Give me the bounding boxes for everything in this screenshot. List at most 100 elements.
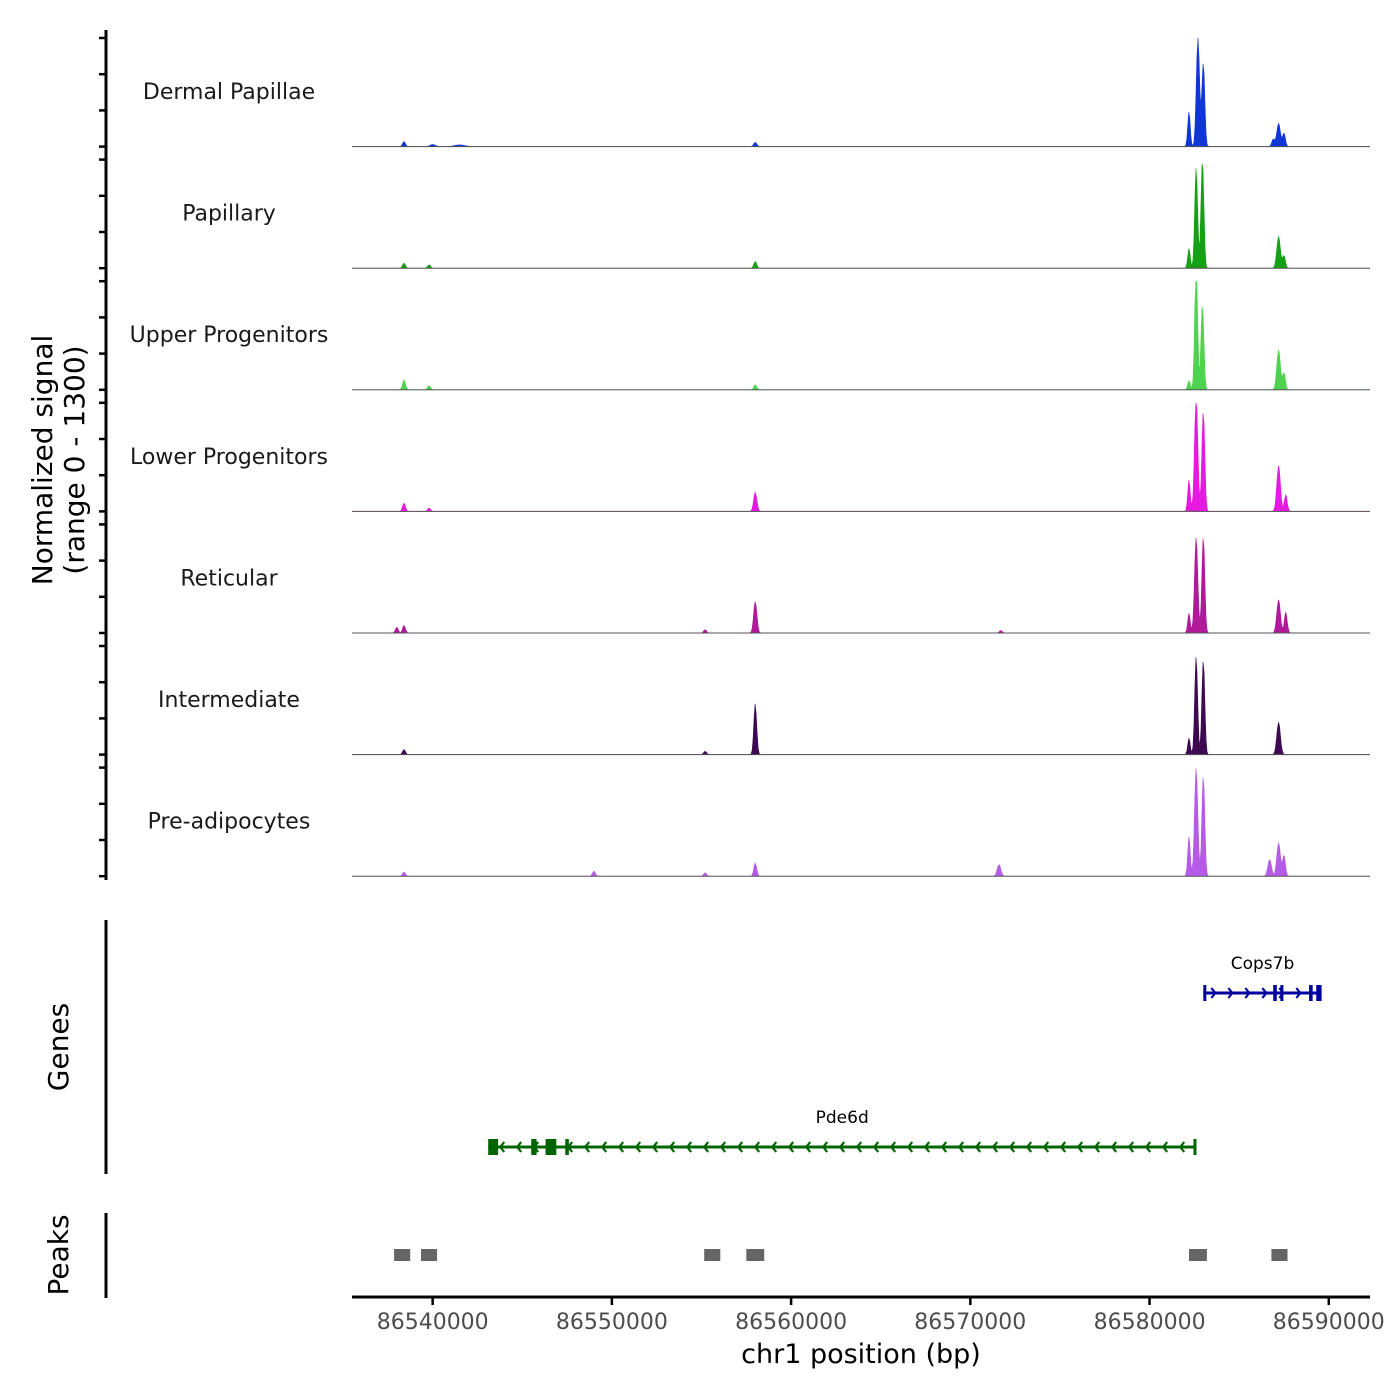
x-tick-label: 86580000 [1094, 1310, 1206, 1335]
x-tick-label: 86540000 [377, 1310, 489, 1335]
track-label: Papillary [182, 202, 276, 227]
strand-arrow [651, 1141, 659, 1153]
coverage-panel: Dermal Papillae Papillary Upper Progenitor… [26, 30, 1370, 880]
peak-region [746, 1249, 765, 1261]
x-axis-title: chr1 position (bp) [741, 1339, 981, 1370]
strand-arrow [804, 1141, 812, 1153]
genes-panel: Genes Cops7b Pde6d [42, 920, 1322, 1174]
track-reticular: Reticular [180, 537, 1370, 634]
exon [1316, 985, 1322, 1001]
strand-arrow [1161, 1141, 1169, 1153]
strand-arrow [923, 1141, 931, 1153]
strand-arrow [1059, 1141, 1067, 1153]
strand-arrow [940, 1141, 948, 1153]
x-tick-label: 86570000 [914, 1310, 1026, 1335]
gene-label: Pde6d [816, 1108, 869, 1128]
coverage-y-title-line2: (range 0 - 1300) [58, 345, 91, 574]
coverage-y-ticks [99, 36, 106, 878]
strand-arrow [1210, 987, 1217, 999]
track-label: Dermal Papillae [143, 80, 315, 105]
strand-arrow [1261, 987, 1268, 999]
signal-area [352, 280, 1370, 391]
strand-arrow [991, 1141, 999, 1153]
x-ticks: 86540000 86550000 86560000 86570000 86580000… [377, 1297, 1385, 1335]
track-label: Upper Progenitors [130, 323, 329, 348]
x-tick-label: 86550000 [556, 1310, 668, 1335]
strand-arrow [974, 1141, 982, 1153]
gene-models: Cops7b Pde6d [488, 954, 1322, 1155]
track-papillary: Papillary [182, 163, 1370, 269]
signal-area [352, 37, 1370, 147]
signal-area [352, 768, 1370, 877]
strand-arrow [838, 1141, 846, 1153]
strand-arrow [1042, 1141, 1050, 1153]
peak-region [1271, 1249, 1288, 1261]
strand-arrow [1008, 1141, 1016, 1153]
strand-arrow [634, 1141, 642, 1153]
strand-arrow [736, 1141, 744, 1153]
track-upper-progenitors: Upper Progenitors [130, 280, 1370, 391]
track-label: Pre-adipocytes [148, 810, 311, 835]
peak-region [1189, 1249, 1207, 1261]
strand-arrow [1295, 987, 1302, 999]
signal-area [352, 537, 1370, 634]
strand-arrow [1127, 1141, 1135, 1153]
strand-arrow [600, 1141, 608, 1153]
strand-arrow [498, 1141, 506, 1153]
strand-arrow [1076, 1141, 1084, 1153]
exon [565, 1139, 569, 1155]
exon [1273, 985, 1277, 1001]
coverage-y-title-line1: Normalized signal [26, 335, 59, 586]
strand-arrow [1110, 1141, 1118, 1153]
exon [1280, 985, 1284, 1001]
peaks-panel: Peaks [42, 1213, 1288, 1298]
gene-pde6d: Pde6d [488, 1108, 1197, 1155]
strand-arrow [583, 1141, 591, 1153]
strand-arrow [685, 1141, 693, 1153]
strand-arrow [821, 1141, 829, 1153]
track-dermal-papillae: Dermal Papillae [143, 37, 1370, 148]
signal-area [352, 402, 1370, 512]
peak-region [421, 1249, 438, 1261]
track-label: Lower Progenitors [130, 445, 328, 470]
strand-arrow [702, 1141, 710, 1153]
strand-arrow [515, 1141, 523, 1153]
coverage-tracks: Dermal Papillae Papillary Upper Progenitor… [130, 37, 1370, 877]
strand-arrow [855, 1141, 863, 1153]
track-label: Reticular [180, 566, 278, 591]
genes-y-title: Genes [42, 1003, 75, 1091]
peak-region [394, 1249, 411, 1261]
exon [1309, 985, 1313, 1001]
track-lower-progenitors: Lower Progenitors [130, 402, 1370, 512]
strand-arrow [770, 1141, 778, 1153]
track-label: Intermediate [158, 688, 300, 713]
exon [531, 1139, 537, 1155]
strand-arrow [1178, 1141, 1186, 1153]
exon [545, 1139, 557, 1155]
strand-arrow [889, 1141, 897, 1153]
strand-arrow [753, 1141, 761, 1153]
strand-arrow [617, 1141, 625, 1153]
strand-arrow [1093, 1141, 1101, 1153]
strand-arrow [1025, 1141, 1033, 1153]
strand-arrow [719, 1141, 727, 1153]
strand-arrow [1144, 1141, 1152, 1153]
strand-arrow [906, 1141, 914, 1153]
gene-cops7b: Cops7b [1203, 954, 1322, 1001]
strand-arrow [787, 1141, 795, 1153]
strand-arrow [1244, 987, 1251, 999]
exon [488, 1139, 499, 1155]
peak-regions [394, 1249, 1288, 1261]
track-intermediate: Intermediate [158, 657, 1370, 756]
signal-area [352, 657, 1370, 755]
x-axis: 86540000 86550000 86560000 86570000 86580000… [352, 1295, 1385, 1370]
exon [1193, 1139, 1197, 1155]
strand-arrow [957, 1141, 965, 1153]
x-tick-label: 86590000 [1273, 1310, 1385, 1335]
signal-area [352, 163, 1370, 269]
peaks-y-title: Peaks [42, 1214, 75, 1295]
peak-region [704, 1249, 721, 1261]
strand-arrow [1227, 987, 1234, 999]
strand-arrow [872, 1141, 880, 1153]
